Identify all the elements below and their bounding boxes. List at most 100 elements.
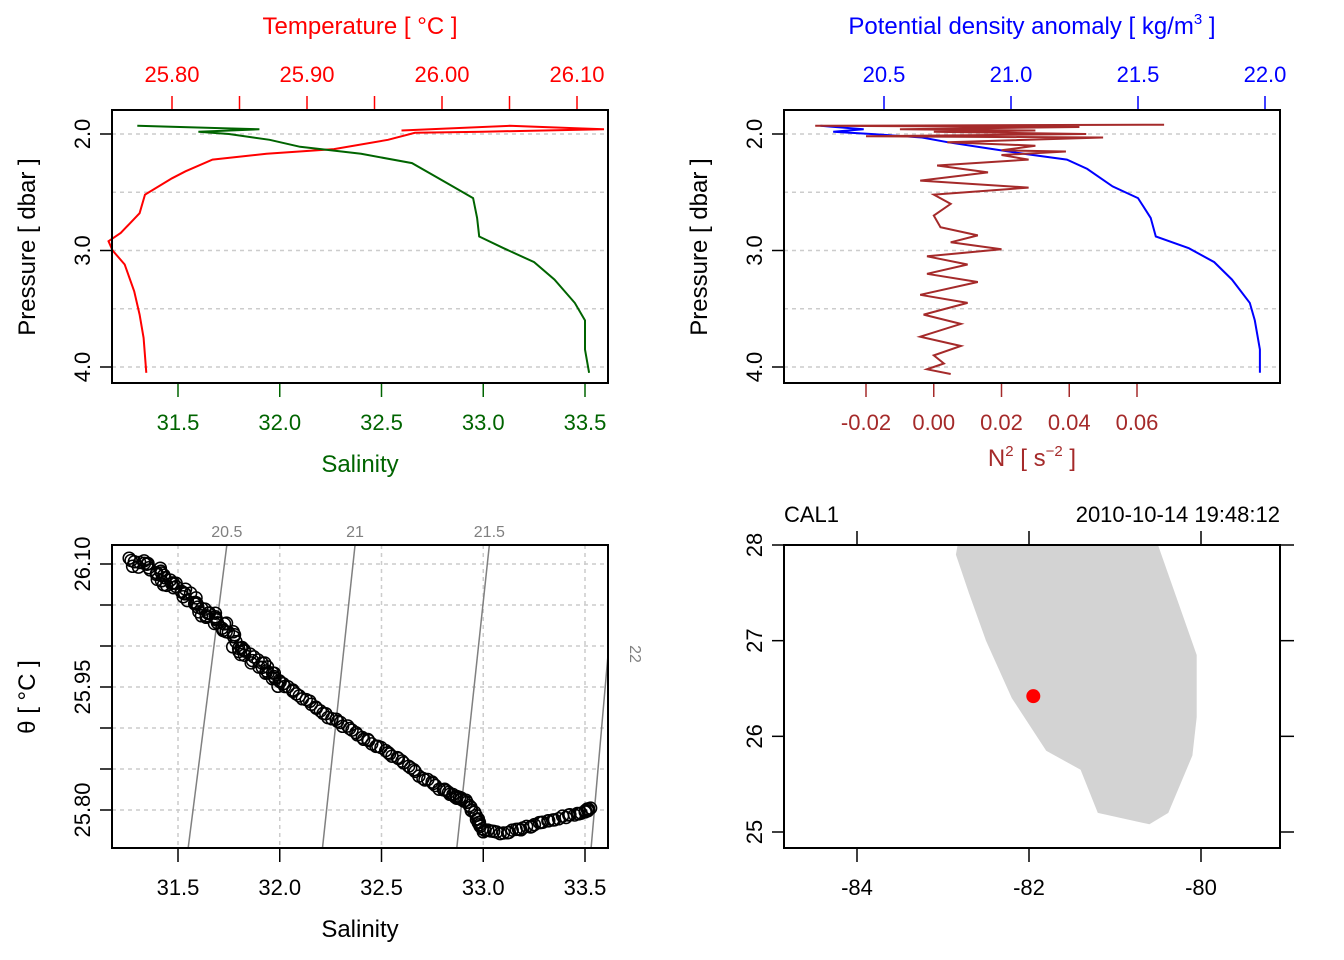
isopycnal-label: 22 xyxy=(626,645,643,663)
panel-ts-diagram: 20.5 21 21.522 31.5 32.0 32.5 33.0 33.5 25.802… xyxy=(14,524,643,943)
tick-label: 3.0 xyxy=(742,235,767,266)
tick-label: 32.5 xyxy=(360,875,403,900)
gridlines xyxy=(784,133,1280,368)
data-point xyxy=(403,761,418,775)
tick-label: 33.5 xyxy=(564,410,607,435)
panel-station-map: -84 -82 -80 25 26 27 28 CAL1 2010-10-14 19:48… xyxy=(742,502,1294,900)
panel-ts-profile: Temperature [ °C ] 25.80 25.90 26.00 26.10 … xyxy=(14,13,609,478)
tick-label: -82 xyxy=(1013,875,1045,900)
series-line-temperature xyxy=(107,124,605,373)
title-end: ] xyxy=(1063,445,1076,472)
y-axis-title: θ [ °C ] xyxy=(14,660,41,734)
data-point xyxy=(428,778,443,793)
title-main: Potential density anomaly [ kg/m xyxy=(848,13,1194,40)
data-point xyxy=(408,764,422,779)
y-axis-title: Pressure [ dbar ] xyxy=(14,158,41,335)
tick-label: 26.00 xyxy=(414,62,469,87)
plot-frame xyxy=(111,544,609,849)
title-n: N xyxy=(988,445,1005,472)
tick-label: -0.02 xyxy=(841,410,891,435)
isopycnals: 20.5 21 21.5 22 xyxy=(187,524,643,849)
data-point xyxy=(340,719,355,733)
tick-label: 4.0 xyxy=(742,352,767,383)
theta-axis: 25.80 25.95 26.10 xyxy=(70,536,112,838)
tick-label: 21.0 xyxy=(990,62,1033,87)
data-point xyxy=(432,782,446,796)
tick-label: 22.0 xyxy=(1244,62,1287,87)
plot-frame xyxy=(783,109,1281,384)
profile-lines xyxy=(107,124,605,373)
data-point xyxy=(180,593,195,608)
tick-label: 0.00 xyxy=(912,410,955,435)
longitude-axis: -84 -82 -80 xyxy=(841,531,1217,900)
station xyxy=(1026,689,1041,704)
title-end: ] xyxy=(1202,13,1215,40)
n2-axis: -0.02 0.00 0.02 0.04 0.06 xyxy=(841,383,1158,435)
title-mid: [ s xyxy=(1014,445,1046,472)
isopycnal-label: 21.5 xyxy=(474,524,505,541)
pressure-axis: 2.0 3.0 4.0 xyxy=(742,119,784,383)
data-point xyxy=(425,775,439,789)
panel-density-profile: Potential density anomaly [ kg/m3 ] 20.5… xyxy=(686,11,1286,472)
data-point xyxy=(496,826,511,840)
title-sup2: −2 xyxy=(1046,443,1063,460)
x-axis-title: Salinity xyxy=(321,916,398,943)
tick-label: 0.04 xyxy=(1048,410,1091,435)
title-sup: 3 xyxy=(1194,11,1202,28)
data-point xyxy=(217,617,232,631)
station-datetime: 2010-10-14 19:48:12 xyxy=(1076,502,1280,527)
data-point xyxy=(177,586,192,600)
tick-label: 26.10 xyxy=(70,536,95,591)
tick-label: 20.5 xyxy=(863,62,906,87)
plot-frame xyxy=(783,544,1281,849)
data-point xyxy=(244,656,258,670)
tick-label: 31.5 xyxy=(157,875,200,900)
data-point xyxy=(583,801,598,815)
tick-label: 32.0 xyxy=(258,410,301,435)
data-point xyxy=(356,732,371,747)
tick-label: 25 xyxy=(742,820,767,844)
bottom-axis-title: Salinity xyxy=(321,451,398,478)
density-axis: 20.5 21.0 21.5 22.0 xyxy=(863,62,1287,110)
tick-label: 32.0 xyxy=(258,875,301,900)
tick-label: 25.80 xyxy=(144,62,199,87)
data-point xyxy=(189,591,203,605)
tick-label: 26.10 xyxy=(549,62,604,87)
latitude-axis: 25 26 27 28 xyxy=(742,533,1294,844)
salinity-axis: 31.5 32.0 32.5 33.0 33.5 xyxy=(157,848,606,900)
tick-label: 33.0 xyxy=(462,410,505,435)
isopycnal-line xyxy=(321,544,356,849)
plot-frame xyxy=(111,109,609,384)
data-point xyxy=(191,600,205,614)
data-point xyxy=(273,675,287,689)
tick-label: 0.06 xyxy=(1116,410,1159,435)
title-sup1: 2 xyxy=(1005,443,1013,460)
isopycnal-label: 21 xyxy=(346,524,364,541)
tick-label: 21.5 xyxy=(1117,62,1160,87)
data-point xyxy=(335,719,350,734)
series-line-density xyxy=(820,124,1261,373)
tick-label: 25.90 xyxy=(279,62,334,87)
top-axis-title: Potential density anomaly [ kg/m3 ] xyxy=(848,11,1215,40)
data-point xyxy=(581,803,595,818)
tick-label: 3.0 xyxy=(70,235,95,266)
tick-label: 0.02 xyxy=(980,410,1023,435)
gridlines xyxy=(112,545,608,848)
data-point xyxy=(541,813,556,828)
tick-label: 25.95 xyxy=(70,659,95,714)
temperature-axis: 25.80 25.90 26.00 26.10 xyxy=(144,62,605,110)
station-name: CAL1 xyxy=(784,502,839,527)
florida-landmass xyxy=(955,545,1197,825)
isopycnal-line xyxy=(590,654,609,849)
tick-label: 25.80 xyxy=(70,782,95,837)
top-axis-title: Temperature [ °C ] xyxy=(263,13,458,40)
tick-label: 2.0 xyxy=(70,119,95,150)
scatter-points xyxy=(122,551,598,841)
tick-label: 4.0 xyxy=(70,352,95,383)
tick-label: 26 xyxy=(742,724,767,748)
tick-label: 28 xyxy=(742,533,767,557)
data-point xyxy=(235,640,249,655)
bottom-axis-title: N2 [ s−2 ] xyxy=(988,443,1076,472)
salinity-axis: 31.5 32.0 32.5 33.0 33.5 xyxy=(157,383,607,435)
series-line-salinity xyxy=(137,124,591,373)
